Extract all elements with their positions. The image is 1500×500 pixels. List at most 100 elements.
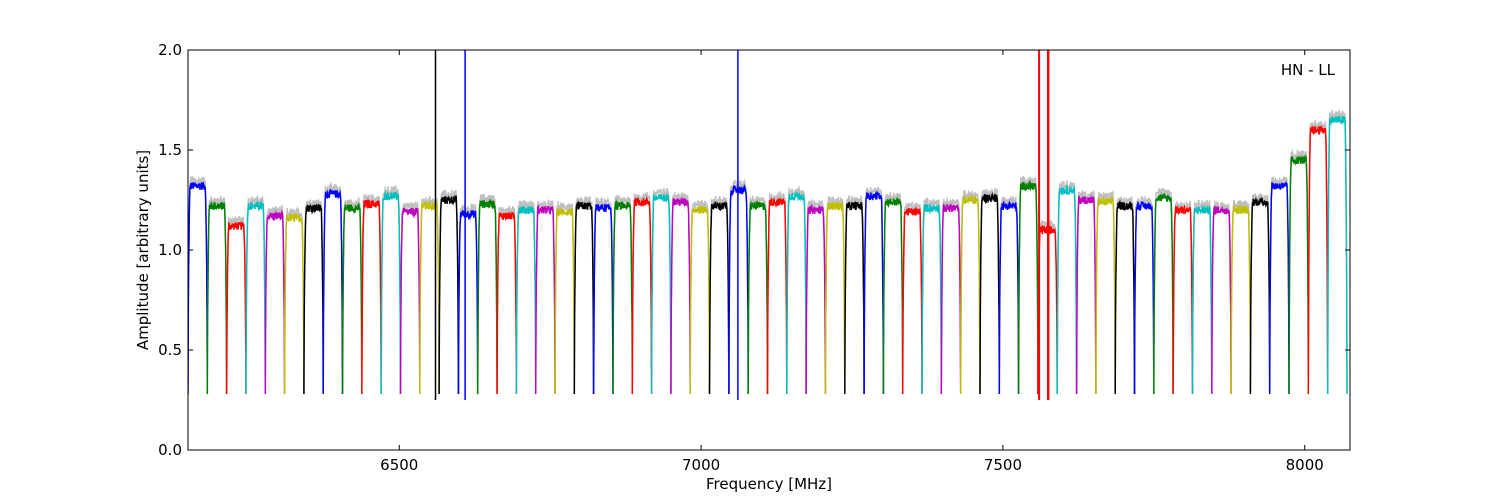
- reference-trace: [650, 187, 672, 392]
- y-tick-label: 1.5: [158, 141, 182, 159]
- subband-trace: [1153, 192, 1174, 395]
- reference-trace: [1133, 196, 1155, 392]
- subband-trace: [399, 206, 421, 395]
- reference-trace: [554, 201, 575, 392]
- reference-trace: [188, 176, 208, 392]
- subband-trace: [303, 203, 324, 395]
- reference-trace: [399, 200, 421, 392]
- subband-trace: [592, 203, 614, 395]
- subband-trace: [1211, 206, 1232, 395]
- y-tick-label: 0.0: [158, 441, 182, 459]
- reference-trace: [1249, 193, 1271, 392]
- reference-trace: [264, 205, 286, 392]
- subband-trace: [786, 192, 807, 395]
- reference-trace: [786, 186, 807, 392]
- reference-trace: [805, 198, 827, 392]
- reference-trace: [477, 194, 498, 392]
- reference-trace: [670, 192, 691, 392]
- subband-trace: [766, 198, 788, 395]
- subband-trace: [708, 200, 730, 395]
- x-tick-label: 6500: [380, 456, 418, 474]
- reference-trace: [902, 201, 923, 392]
- subband-trace: [1230, 203, 1252, 395]
- subband-trace: [689, 205, 711, 395]
- reference-trace: [1075, 190, 1097, 392]
- subband-trace: [1075, 194, 1097, 395]
- subband-trace: [1326, 115, 1348, 395]
- subband-trace: [612, 199, 634, 395]
- reference-trace: [1191, 199, 1213, 392]
- reference-trace: [341, 197, 363, 392]
- reference-trace: [380, 185, 402, 392]
- subband-trace: [1017, 180, 1039, 395]
- reference-trace: [998, 195, 1020, 392]
- reference-trace: [283, 205, 305, 392]
- subband-trace: [959, 194, 981, 395]
- reference-trace: [1288, 149, 1309, 392]
- subband-trace: [1307, 126, 1329, 395]
- x-tick-label: 8000: [1286, 456, 1324, 474]
- subband-trace: [940, 203, 962, 395]
- reference-trace: [303, 199, 324, 392]
- reference-trace: [438, 189, 460, 392]
- subband-trace: [1056, 185, 1078, 395]
- reference-trace: [1056, 180, 1078, 392]
- reference-trace: [689, 199, 711, 392]
- subband-trace: [322, 188, 344, 395]
- subband-trace: [1191, 204, 1213, 395]
- subband-trace: [805, 203, 827, 395]
- y-tick-label: 2.0: [158, 41, 182, 59]
- x-axis-label: Frequency [MHz]: [706, 475, 832, 493]
- reference-trace: [1153, 187, 1174, 392]
- reference-trace: [940, 197, 962, 392]
- subband-trace: [554, 208, 576, 395]
- reference-trace: [844, 195, 865, 392]
- subband-trace: [188, 181, 209, 395]
- reference-trace: [592, 196, 614, 392]
- subband-trace: [998, 200, 1020, 395]
- y-tick-label: 0.5: [158, 341, 182, 359]
- reference-trace: [1211, 200, 1232, 392]
- x-tick-label: 7000: [682, 456, 720, 474]
- subband-trace: [844, 200, 865, 395]
- reference-trace: [824, 196, 846, 392]
- subband-trace: [1114, 199, 1136, 395]
- reference-trace: [225, 215, 247, 392]
- subband-trace: [670, 196, 691, 395]
- series-layer: [188, 50, 1348, 400]
- reference-trace: [1095, 190, 1116, 392]
- subband-trace: [341, 202, 363, 395]
- subband-trace: [824, 201, 846, 395]
- reference-trace: [708, 195, 730, 392]
- subband-trace: [631, 195, 653, 395]
- reference-trace: [747, 195, 769, 392]
- reference-trace: [631, 191, 653, 392]
- reference-trace: [573, 196, 595, 392]
- subband-trace: [225, 221, 247, 395]
- reference-trace: [515, 199, 537, 392]
- reference-trace: [535, 199, 556, 392]
- subband-trace: [534, 204, 556, 395]
- reference-trace: [960, 189, 981, 392]
- subband-trace: [476, 199, 498, 395]
- reference-trace: [1172, 200, 1194, 392]
- reference-trace: [361, 194, 382, 392]
- subband-trace: [1288, 154, 1310, 395]
- subband-trace: [573, 200, 595, 395]
- y-tick-label: 1.0: [158, 241, 182, 259]
- y-axis-label: Amplitude [arbitrary units]: [134, 150, 152, 350]
- reference-trace: [612, 195, 633, 392]
- reference-trace: [766, 191, 788, 392]
- x-tick-label: 7500: [984, 456, 1022, 474]
- subband-trace: [747, 199, 769, 395]
- annotation-label: HN - LL: [1281, 61, 1336, 79]
- reference-trace: [863, 186, 885, 392]
- subband-trace: [496, 211, 518, 395]
- reference-trace: [457, 203, 479, 392]
- subband-trace: [264, 209, 286, 395]
- reference-trace: [921, 197, 942, 392]
- subband-trace: [457, 209, 479, 395]
- subband-trace: [283, 213, 305, 395]
- subband-trace: [1249, 196, 1271, 395]
